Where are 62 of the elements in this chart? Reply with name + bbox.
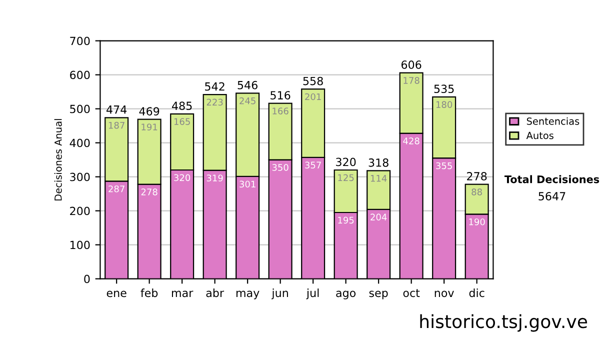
data-label: 204 — [370, 214, 387, 221]
legend-label: Sentencias — [526, 117, 580, 125]
x-tick-label: nov — [434, 290, 454, 298]
total-label: 318 — [368, 158, 388, 167]
x-tick-label: ene — [106, 290, 126, 298]
total-label: 278 — [467, 172, 487, 180]
total-label: 606 — [401, 60, 422, 69]
total-label: 546 — [238, 80, 258, 90]
x-tick-label: sep — [369, 290, 388, 300]
x-tick-label: jul — [306, 288, 319, 300]
data-label: 88 — [472, 188, 482, 196]
data-label: 428 — [403, 138, 420, 144]
data-label: 187 — [108, 122, 124, 129]
x-tick-label: oct — [403, 289, 420, 298]
data-label: 114 — [370, 175, 387, 182]
y-tick-label: 100 — [70, 240, 90, 250]
text: Total Decisiones — [504, 175, 600, 184]
data-label: 223 — [206, 98, 223, 106]
data-label: 190 — [469, 218, 485, 226]
data-label: 245 — [240, 97, 256, 104]
total-label: 485 — [172, 102, 192, 110]
data-label: 301 — [240, 180, 256, 188]
data-label: 125 — [338, 174, 354, 182]
data-label: 180 — [436, 101, 452, 108]
total-label: 516 — [270, 91, 290, 100]
data-label: 320 — [174, 174, 190, 182]
y-tick-label: 700 — [70, 36, 90, 46]
total-label: 542 — [205, 82, 224, 91]
text: 5647 — [538, 192, 566, 200]
data-label: 201 — [305, 93, 321, 100]
total-label: 535 — [434, 84, 454, 94]
y-tick-label: 500 — [70, 104, 90, 114]
total-label: 474 — [106, 106, 127, 114]
data-label: 357 — [305, 162, 321, 168]
data-label: 355 — [436, 162, 452, 170]
x-tick-label: abr — [206, 288, 224, 298]
y-axis-title: Decisiones Anual — [54, 119, 62, 200]
x-tick-label: may — [236, 290, 260, 300]
data-label: 165 — [174, 118, 190, 125]
data-label: 287 — [108, 185, 124, 192]
x-tick-label: mar — [172, 290, 194, 298]
x-tick-label: jun — [272, 288, 288, 300]
y-tick-label: 400 — [70, 138, 90, 148]
data-label: 166 — [272, 108, 288, 114]
y-tick-label: 600 — [70, 70, 90, 80]
total-label: 320 — [336, 158, 356, 166]
total-label: 558 — [303, 76, 323, 86]
data-label: 278 — [141, 188, 158, 196]
data-label: 319 — [206, 174, 223, 182]
x-tick-label: feb — [140, 288, 158, 298]
text: historico.tsj.gov.ve — [420, 314, 588, 332]
total-label: 469 — [139, 107, 160, 116]
data-label: 350 — [272, 164, 288, 171]
data-label: 178 — [404, 77, 420, 84]
data-label: 195 — [338, 216, 354, 224]
x-tick-label: dic — [469, 288, 484, 298]
data-label: 191 — [142, 124, 158, 130]
y-tick-label: 0 — [84, 274, 90, 284]
y-tick-label: 300 — [70, 172, 90, 182]
y-tick-label: 200 — [70, 206, 90, 216]
x-tick-label: ago — [336, 290, 356, 300]
legend-label: Autos — [526, 132, 554, 140]
